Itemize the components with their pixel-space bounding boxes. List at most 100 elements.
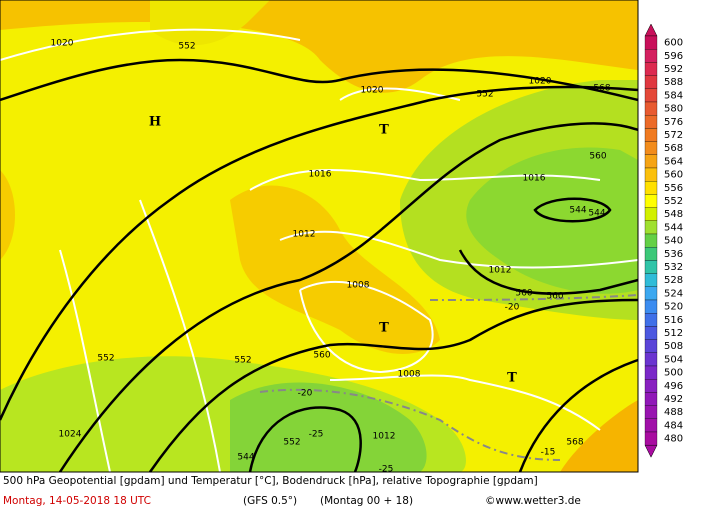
colorbar-label: 596 <box>664 51 683 62</box>
footer-description: 500 hPa Geopotential [gpdam] und Tempera… <box>3 475 538 487</box>
geopotential-lines <box>0 58 639 473</box>
colorbar-swatch <box>644 62 658 76</box>
colorbar-label: 484 <box>664 420 683 431</box>
colorbar-label: 568 <box>664 143 683 154</box>
colorbar-swatch <box>644 75 658 89</box>
colorbar-label: 536 <box>664 249 683 260</box>
contour-label: T <box>379 321 389 336</box>
colorbar-swatch <box>644 365 658 380</box>
colorbar-swatch <box>644 405 658 419</box>
colorbar-swatch <box>644 313 658 327</box>
colorbar-swatch <box>644 273 658 287</box>
contour-label: 552 <box>97 354 114 364</box>
contour-label: 560 <box>589 152 606 162</box>
contour-label: 1008 <box>347 281 370 291</box>
colorbar-label: 528 <box>664 275 683 286</box>
colorbar-swatch <box>644 431 658 446</box>
colorbar-label: 508 <box>664 341 683 352</box>
colorbar-swatch <box>644 220 658 235</box>
colorbar-label: 564 <box>664 156 683 167</box>
contour-label: 1012 <box>373 432 396 442</box>
contour-label: 552 <box>476 90 493 100</box>
geopotential-line <box>0 85 639 421</box>
contour-label: 1024 <box>59 430 82 440</box>
contour-label: -25 <box>379 465 394 475</box>
colorbar-swatch <box>644 233 658 248</box>
colorbar-label: 560 <box>664 170 683 181</box>
geopotential-line <box>58 122 639 473</box>
contour-label: H <box>149 115 161 130</box>
contour-label: 552 <box>283 438 300 448</box>
isobar <box>249 169 601 191</box>
contour-label: 552 <box>234 356 251 366</box>
colorbar-label: 488 <box>664 407 683 418</box>
colorbar-swatch <box>644 352 658 367</box>
cold-region <box>466 147 638 294</box>
contour-label: 560 <box>515 289 532 299</box>
colorbar-label: 552 <box>664 196 683 207</box>
colorbar-swatch <box>644 115 658 129</box>
colorbar-label: 520 <box>664 302 683 313</box>
colorbar-swatch <box>644 35 658 50</box>
colorbar-swatch <box>644 49 658 63</box>
isobar <box>139 199 221 473</box>
colorbar-swatch <box>644 181 658 195</box>
geopotential-line <box>458 249 639 295</box>
colorbar-swatch <box>644 392 658 406</box>
colorbar-label: 512 <box>664 328 683 339</box>
colorbar-swatch <box>644 167 658 182</box>
colorbar-swatch <box>644 141 658 155</box>
warm-region <box>0 0 638 93</box>
colorbar: 600 596 592 588 584 580 576 572 568 564 560 556 552 5… <box>644 23 683 458</box>
colorbar-label: 592 <box>664 64 683 75</box>
temperature-lines <box>259 294 639 461</box>
colorbar-swatch <box>644 260 658 274</box>
contour-label: -20 <box>298 389 313 399</box>
geopotential-line <box>0 58 639 102</box>
contour-label: T <box>507 371 517 386</box>
colorbar-label: 600 <box>664 38 683 49</box>
cold-region <box>230 382 427 472</box>
colorbar-label: 548 <box>664 209 683 220</box>
colorbar-swatch <box>644 326 658 340</box>
warm-region <box>0 170 15 260</box>
colorbar-label: 588 <box>664 77 683 88</box>
footer-copyright: ©www.wetter3.de <box>485 495 581 507</box>
colorbar-label: 504 <box>664 354 683 365</box>
contour-label: -20 <box>505 303 520 313</box>
contour-label: 544 <box>588 209 605 219</box>
colorbar-label: 492 <box>664 394 683 405</box>
isobar <box>329 374 601 431</box>
footer-run: (Montag 00 + 18) <box>320 495 413 507</box>
contour-label: 1020 <box>51 39 74 49</box>
colorbar-label: 496 <box>664 381 683 392</box>
colorbar-bottom-arrow <box>644 444 658 458</box>
contour-label: -25 <box>309 430 324 440</box>
colorbar-label: 544 <box>664 222 683 233</box>
warm-region <box>230 185 440 354</box>
contour-label: 1012 <box>293 230 316 240</box>
isobar <box>0 28 301 61</box>
colorbar-swatch <box>644 128 658 142</box>
contour-label: 1016 <box>309 170 332 180</box>
isobars <box>0 28 639 473</box>
warm-region <box>560 400 638 472</box>
colorbar-swatch <box>644 418 658 433</box>
colorbar-swatch <box>644 88 658 103</box>
colorbar-swatch <box>644 194 658 208</box>
colorbar-label: 480 <box>664 434 683 445</box>
contour-label: 1016 <box>523 174 546 184</box>
isobar <box>299 281 434 374</box>
contour-label: 544 <box>237 453 254 463</box>
contour-label: -15 <box>541 448 556 458</box>
colorbar-label: 580 <box>664 104 683 115</box>
colorbar-swatch <box>644 339 658 353</box>
map-frame <box>0 0 639 473</box>
contour-label: 560 <box>546 292 563 302</box>
geopotential-line <box>518 358 639 473</box>
footer-date: Montag, 14-05-2018 18 UTC <box>3 495 151 507</box>
region <box>150 0 270 46</box>
temperature-line <box>429 294 639 301</box>
isobar <box>279 230 639 269</box>
